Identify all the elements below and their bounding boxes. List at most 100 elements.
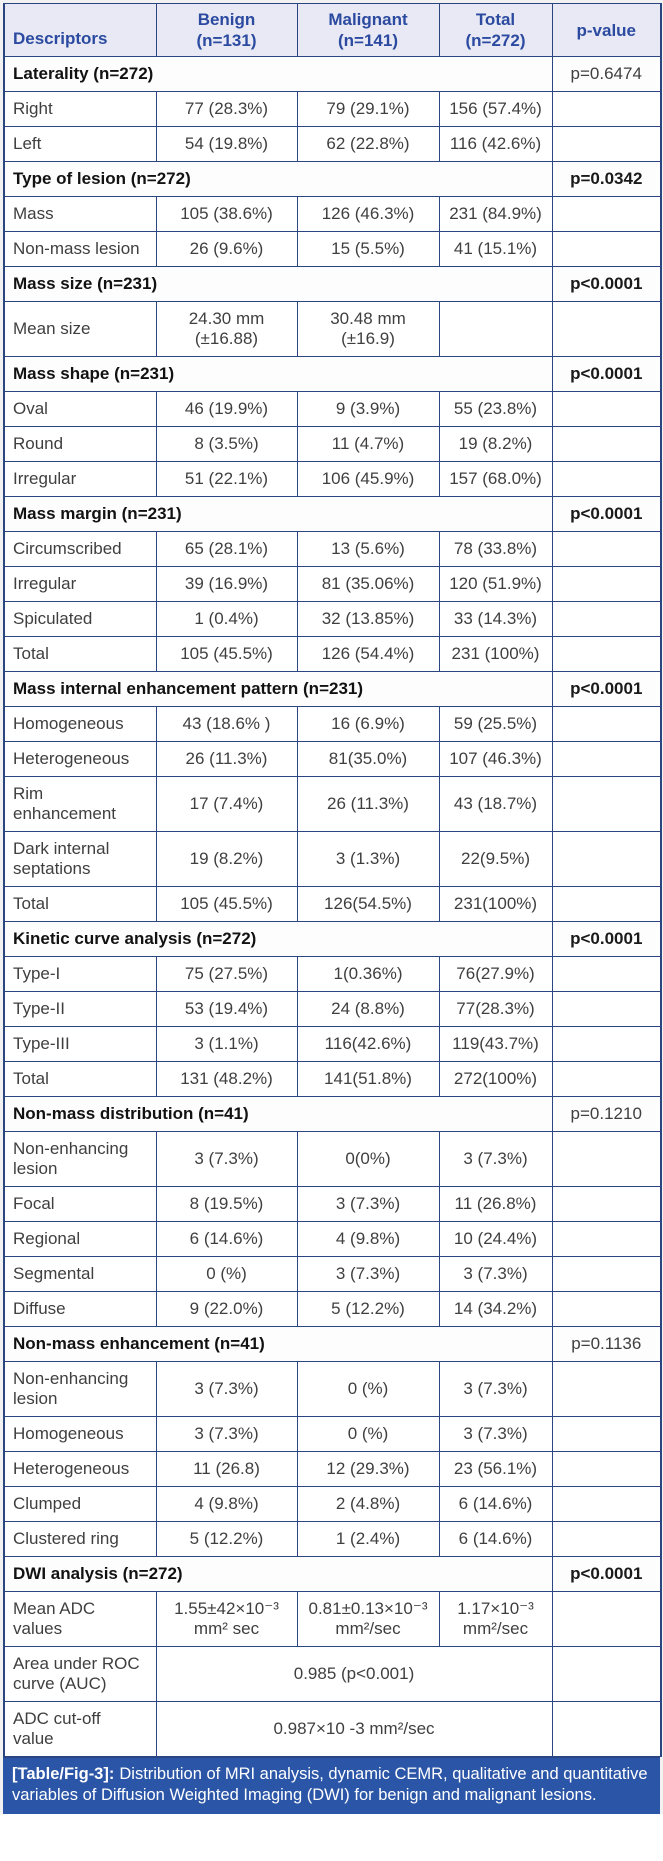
cell-p-value-empty xyxy=(551,196,662,232)
section-row: Mass internal enhancement pattern (n=231… xyxy=(3,671,662,707)
data-row: Left 54 (19.8%) 62 (22.8%) 116 (42.6%) xyxy=(3,126,662,162)
data-row: Regional 6 (14.6%) 4 (9.8%) 10 (24.4%) xyxy=(3,1221,662,1257)
row-label: Rim enhancement xyxy=(3,776,157,832)
row-label: Irregular xyxy=(3,461,157,497)
cell-p-value-empty xyxy=(551,991,662,1027)
cell-malignant: 126 (54.4%) xyxy=(296,636,440,672)
data-row: Mass 105 (38.6%) 126 (46.3%) 231 (84.9%) xyxy=(3,196,662,232)
section-title: Mass internal enhancement pattern (n=231… xyxy=(3,671,553,707)
data-row: Dark internal septations 19 (8.2%) 3 (1.3%… xyxy=(3,831,662,887)
cell-p-value-empty xyxy=(551,1451,662,1487)
cell-total: 107 (46.3%) xyxy=(438,741,553,777)
section-title: Mass margin (n=231) xyxy=(3,496,553,532)
cell-benign: 43 (18.6% ) xyxy=(155,706,298,742)
cell-malignant: 15 (5.5%) xyxy=(296,231,440,267)
cell-benign: 3 (1.1%) xyxy=(155,1026,298,1062)
data-row: Type-III 3 (1.1%) 116(42.6%) 119(43.7%) xyxy=(3,1026,662,1062)
section-row: DWI analysis (n=272) p<0.0001 xyxy=(3,1556,662,1592)
cell-benign: 8 (19.5%) xyxy=(155,1186,298,1222)
cell-malignant: 3 (7.3%) xyxy=(296,1186,440,1222)
cell-total: 43 (18.7%) xyxy=(438,776,553,832)
section-p-value: p=0.1136 xyxy=(551,1326,662,1362)
cell-total: 14 (34.2%) xyxy=(438,1291,553,1327)
cell-malignant: 16 (6.9%) xyxy=(296,706,440,742)
section-row: Mass shape (n=231) p<0.0001 xyxy=(3,356,662,392)
data-row: Clustered ring 5 (12.2%) 1 (2.4%) 6 (14.6%) xyxy=(3,1521,662,1557)
cell-total: 22(9.5%) xyxy=(438,831,553,887)
section-row: Type of lesion (n=272) p=0.0342 xyxy=(3,161,662,197)
cell-total: 120 (51.9%) xyxy=(438,566,553,602)
cell-p-value-empty xyxy=(551,1256,662,1292)
cell-p-value-empty xyxy=(551,706,662,742)
cell-malignant: 30.48 mm (±16.9) xyxy=(296,301,440,357)
column-header-sub: (n=141) xyxy=(338,31,398,50)
cell-total: 157 (68.0%) xyxy=(438,461,553,497)
data-row: Oval 46 (19.9%) 9 (3.9%) 55 (23.8%) xyxy=(3,391,662,427)
cell-merged-value: 0.985 (p<0.001) xyxy=(155,1646,553,1702)
section-title: Mass shape (n=231) xyxy=(3,356,553,392)
section-title: Mass size (n=231) xyxy=(3,266,553,302)
data-row: Focal 8 (19.5%) 3 (7.3%) 11 (26.8%) xyxy=(3,1186,662,1222)
data-row: Mean size 24.30 mm (±16.88) 30.48 mm (±16.… xyxy=(3,301,662,357)
data-row: Diffuse 9 (22.0%) 5 (12.2%) 14 (34.2%) xyxy=(3,1291,662,1327)
cell-p-value-empty xyxy=(551,1186,662,1222)
cell-benign: 105 (45.5%) xyxy=(155,636,298,672)
cell-benign: 26 (11.3%) xyxy=(155,741,298,777)
data-row: Right 77 (28.3%) 79 (29.1%) 156 (57.4%) xyxy=(3,91,662,127)
cell-benign: 105 (45.5%) xyxy=(155,886,298,922)
cell-p-value-empty xyxy=(551,231,662,267)
cell-benign: 105 (38.6%) xyxy=(155,196,298,232)
row-label: Homogeneous xyxy=(3,706,157,742)
row-label: Regional xyxy=(3,1221,157,1257)
cell-benign: 51 (22.1%) xyxy=(155,461,298,497)
cell-malignant: 24 (8.8%) xyxy=(296,991,440,1027)
table-header: Descriptors Benign (n=131) Malignant (n=141)… xyxy=(3,3,662,57)
section-p-value: p<0.0001 xyxy=(551,921,662,957)
row-label: Mean ADC values xyxy=(3,1591,157,1647)
cell-malignant: 13 (5.6%) xyxy=(296,531,440,567)
cell-total: 119(43.7%) xyxy=(438,1026,553,1062)
cell-benign: 3 (7.3%) xyxy=(155,1416,298,1452)
cell-p-value-empty xyxy=(551,91,662,127)
section-title: Kinetic curve analysis (n=272) xyxy=(3,921,553,957)
cell-total: 3 (7.3%) xyxy=(438,1416,553,1452)
cell-malignant: 2 (4.8%) xyxy=(296,1486,440,1522)
cell-p-value-empty xyxy=(551,1646,662,1702)
row-label: Total xyxy=(3,636,157,672)
cell-p-value-empty xyxy=(551,1701,662,1757)
data-row: Type-I 75 (27.5%) 1(0.36%) 76(27.9%) xyxy=(3,956,662,992)
cell-benign: 4 (9.8%) xyxy=(155,1486,298,1522)
row-label: Spiculated xyxy=(3,601,157,637)
row-label: Dark internal septations xyxy=(3,831,157,887)
column-header-benign: Benign (n=131) xyxy=(155,3,298,57)
cell-malignant: 126(54.5%) xyxy=(296,886,440,922)
cell-benign: 54 (19.8%) xyxy=(155,126,298,162)
data-row: Type-II 53 (19.4%) 24 (8.8%) 77(28.3%) xyxy=(3,991,662,1027)
results-table: Descriptors Benign (n=131) Malignant (n=141)… xyxy=(3,3,662,1757)
column-header-label: Descriptors xyxy=(13,29,108,48)
cell-malignant: 3 (7.3%) xyxy=(296,1256,440,1292)
cell-total: 78 (33.8%) xyxy=(438,531,553,567)
section-title: Non-mass enhancement (n=41) xyxy=(3,1326,553,1362)
cell-malignant: 62 (22.8%) xyxy=(296,126,440,162)
caption-label: [Table/Fig-3]: xyxy=(12,1765,115,1783)
cell-p-value-empty xyxy=(551,1061,662,1097)
cell-malignant: 79 (29.1%) xyxy=(296,91,440,127)
row-label: Type-III xyxy=(3,1026,157,1062)
cell-total: 10 (24.4%) xyxy=(438,1221,553,1257)
cell-total: 272(100%) xyxy=(438,1061,553,1097)
section-p-value: p<0.0001 xyxy=(551,266,662,302)
table-body: Laterality (n=272) p=0.6474 Right 77 (28.3%… xyxy=(3,56,662,1757)
section-row: Mass size (n=231) p<0.0001 xyxy=(3,266,662,302)
cell-total: 3 (7.3%) xyxy=(438,1361,553,1417)
row-label: Homogeneous xyxy=(3,1416,157,1452)
cell-total: 59 (25.5%) xyxy=(438,706,553,742)
cell-p-value-empty xyxy=(551,566,662,602)
cell-benign: 46 (19.9%) xyxy=(155,391,298,427)
data-row: Non-mass lesion 26 (9.6%) 15 (5.5%) 41 (15.… xyxy=(3,231,662,267)
cell-benign: 19 (8.2%) xyxy=(155,831,298,887)
row-label: Round xyxy=(3,426,157,462)
cell-benign: 0 (%) xyxy=(155,1256,298,1292)
cell-malignant: 5 (12.2%) xyxy=(296,1291,440,1327)
cell-p-value-empty xyxy=(551,1026,662,1062)
